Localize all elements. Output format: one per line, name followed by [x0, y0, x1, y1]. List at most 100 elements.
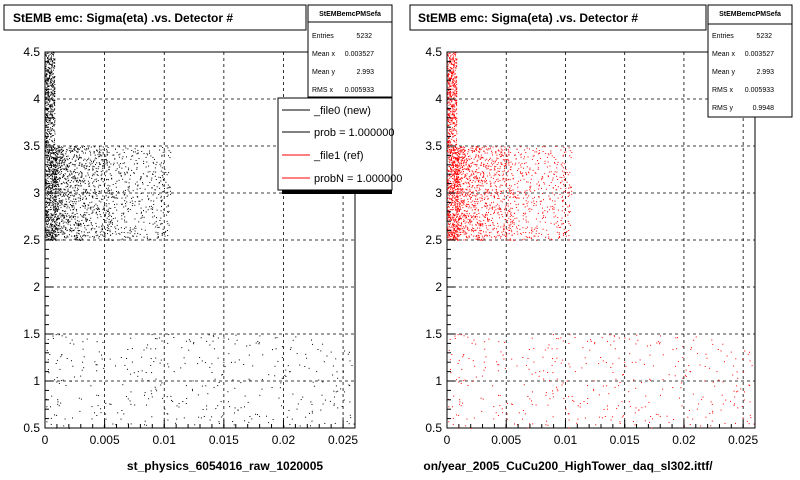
left-stats-value: 5232 [356, 33, 372, 40]
data-point [62, 227, 64, 229]
data-point [452, 175, 453, 177]
data-point [462, 160, 464, 161]
data-point [128, 185, 130, 187]
data-point [45, 68, 47, 70]
data-point [122, 149, 124, 151]
data-point [51, 82, 52, 84]
data-point [454, 237, 456, 239]
data-point [108, 203, 110, 205]
data-point [468, 216, 470, 218]
data-point [57, 184, 59, 186]
data-point [74, 164, 76, 166]
data-point [54, 221, 55, 223]
data-point [500, 211, 502, 212]
data-point [46, 170, 47, 172]
data-point [453, 79, 455, 81]
data-point [86, 160, 88, 162]
data-point [454, 128, 455, 130]
data-point [452, 174, 454, 176]
data-point [112, 218, 114, 220]
data-point [153, 361, 155, 363]
data-point [95, 203, 97, 205]
data-point [459, 205, 461, 207]
data-point [451, 199, 453, 201]
data-point [146, 153, 148, 155]
data-point [454, 235, 455, 237]
data-point [60, 229, 62, 231]
data-point [77, 148, 79, 150]
data-point [54, 198, 56, 200]
data-point [53, 77, 55, 78]
data-point [482, 181, 484, 183]
data-point [162, 185, 164, 187]
data-point [449, 227, 451, 229]
data-point [455, 197, 456, 199]
data-point [51, 140, 53, 142]
data-point [447, 140, 449, 142]
data-point [49, 117, 51, 119]
data-point [449, 198, 451, 200]
data-point [128, 208, 129, 210]
data-point [67, 196, 69, 197]
data-point [116, 180, 118, 182]
data-point [474, 171, 476, 173]
data-point [222, 374, 224, 375]
data-point [102, 153, 104, 155]
data-point [117, 220, 119, 222]
data-point [68, 166, 69, 168]
data-point [472, 185, 474, 187]
data-point [317, 349, 319, 350]
data-point [464, 213, 466, 215]
data-point [165, 230, 167, 232]
data-point [45, 91, 47, 93]
data-point [74, 154, 75, 156]
data-point [65, 214, 67, 216]
data-point [454, 65, 456, 67]
data-point [74, 216, 76, 218]
data-point [54, 163, 56, 165]
data-point [464, 214, 466, 216]
data-point [452, 104, 454, 106]
data-point [450, 77, 452, 79]
data-point [55, 233, 57, 235]
data-point [469, 166, 471, 168]
data-point [50, 135, 52, 137]
data-point [458, 184, 460, 186]
data-point [50, 196, 52, 198]
data-point [453, 140, 455, 142]
data-point [149, 152, 150, 154]
data-point [62, 222, 64, 224]
data-point [60, 168, 62, 170]
data-point [122, 238, 124, 240]
data-point [50, 232, 52, 234]
data-point [223, 337, 225, 339]
data-point [495, 166, 497, 168]
data-point [51, 71, 53, 73]
data-point [100, 154, 102, 156]
data-point [453, 178, 455, 180]
data-point [77, 224, 79, 226]
data-point [73, 155, 75, 157]
data-point [489, 148, 491, 150]
data-point [47, 198, 49, 200]
data-point [457, 220, 459, 222]
data-point [153, 162, 155, 164]
data-point [126, 172, 128, 174]
data-point [456, 154, 458, 155]
data-point [101, 230, 103, 232]
data-point [491, 162, 492, 164]
data-point [463, 200, 465, 202]
data-point [60, 356, 62, 358]
data-point [454, 162, 456, 164]
data-point [507, 162, 509, 164]
data-point [447, 188, 449, 189]
data-point [134, 148, 136, 150]
data-point [279, 387, 281, 389]
data-point [78, 164, 80, 166]
y-tick-label: 1 [33, 374, 40, 388]
data-point [82, 193, 84, 195]
data-point [449, 85, 451, 87]
data-point [65, 186, 67, 188]
data-point [162, 171, 164, 173]
data-point [477, 154, 479, 156]
